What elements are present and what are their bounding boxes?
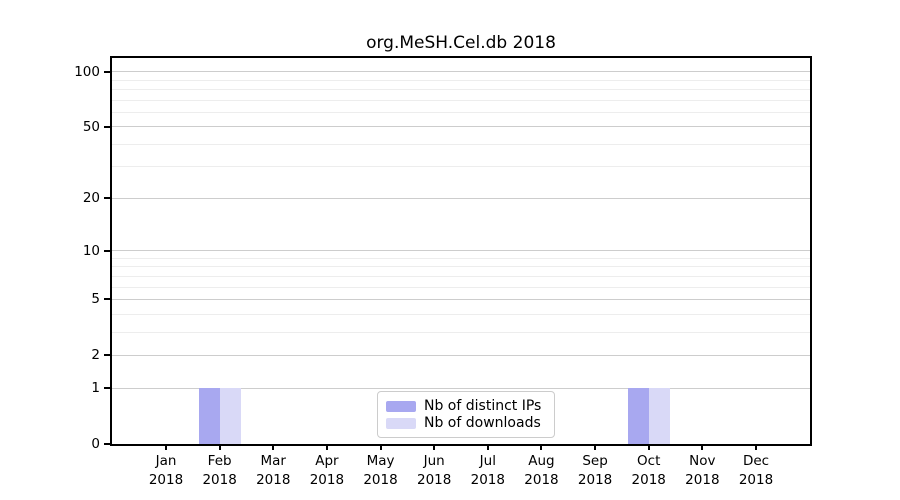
x-tick-month: Jun bbox=[423, 453, 445, 469]
minor-gridline bbox=[112, 331, 810, 333]
bar-distinct-ips bbox=[198, 388, 220, 444]
minor-gridline bbox=[112, 111, 810, 113]
legend-label-downloads: Nb of downloads bbox=[424, 415, 541, 431]
legend-item-distinct-ips: Nb of distinct IPs bbox=[386, 398, 544, 414]
bar-downloads bbox=[648, 388, 670, 444]
x-tick-year: 2018 bbox=[363, 472, 398, 488]
x-tick-month: Apr bbox=[315, 453, 339, 469]
minor-gridline bbox=[112, 313, 810, 315]
x-tick-label: Sep 2018 bbox=[564, 452, 626, 490]
x-tick-label: Oct 2018 bbox=[618, 452, 680, 490]
x-tick-year: 2018 bbox=[631, 472, 666, 488]
y-tick-mark bbox=[104, 387, 110, 390]
major-gridline bbox=[112, 197, 810, 199]
y-tick-mark bbox=[104, 443, 110, 445]
x-tick-label: Apr 2018 bbox=[296, 452, 358, 490]
x-tick-month: Sep bbox=[582, 453, 608, 469]
x-tick-month: Oct bbox=[637, 453, 661, 469]
y-tick-label: 50 bbox=[82, 118, 100, 135]
x-tick-mark bbox=[218, 444, 221, 450]
bar-distinct-ips bbox=[627, 388, 649, 444]
x-tick-year: 2018 bbox=[470, 472, 505, 488]
major-gridline bbox=[112, 298, 810, 300]
y-tick-label: 2 bbox=[91, 347, 100, 364]
major-gridline bbox=[112, 126, 810, 128]
major-gridline bbox=[112, 71, 810, 73]
chart-title: org.MeSH.Cel.db 2018 bbox=[366, 33, 556, 53]
y-tick-mark bbox=[104, 298, 110, 301]
minor-gridline bbox=[112, 99, 810, 101]
minor-gridline bbox=[112, 266, 810, 268]
y-tick-label: 1 bbox=[91, 380, 100, 397]
legend-item-downloads: Nb of downloads bbox=[386, 415, 544, 431]
x-tick-mark bbox=[594, 444, 597, 450]
y-tick-label: 10 bbox=[82, 242, 100, 259]
x-tick-month: Mar bbox=[260, 453, 286, 469]
legend: Nb of distinct IPs Nb of downloads bbox=[377, 391, 555, 438]
legend-swatch-distinct-ips bbox=[386, 400, 416, 412]
y-tick-label: 100 bbox=[74, 63, 100, 80]
minor-gridline bbox=[112, 257, 810, 259]
y-tick-mark bbox=[104, 125, 110, 128]
x-tick-year: 2018 bbox=[148, 472, 184, 488]
x-tick-mark bbox=[325, 444, 328, 450]
x-tick-label: Aug 2018 bbox=[510, 452, 572, 490]
y-tick-label: 20 bbox=[82, 190, 100, 207]
x-tick-year: 2018 bbox=[577, 472, 613, 488]
x-tick-year: 2018 bbox=[416, 472, 452, 488]
x-tick-month: Dec bbox=[742, 453, 770, 469]
y-tick-label: 5 bbox=[91, 291, 100, 308]
x-tick-label: Mar 2018 bbox=[242, 452, 304, 490]
minor-gridline bbox=[112, 143, 810, 145]
x-tick-month: Jan bbox=[155, 453, 177, 469]
legend-label-distinct-ips: Nb of distinct IPs bbox=[424, 398, 542, 414]
x-tick-year: 2018 bbox=[685, 472, 720, 488]
x-tick-mark bbox=[272, 444, 275, 450]
x-tick-mark bbox=[486, 444, 489, 450]
x-tick-year: 2018 bbox=[202, 472, 237, 488]
x-tick-label: May 2018 bbox=[350, 452, 412, 490]
y-tick-mark bbox=[104, 249, 110, 252]
x-tick-year: 2018 bbox=[309, 472, 345, 488]
x-tick-label: Jun 2018 bbox=[403, 452, 465, 490]
y-tick-mark bbox=[104, 70, 110, 73]
x-tick-year: 2018 bbox=[524, 472, 559, 488]
x-tick-mark bbox=[433, 444, 436, 450]
x-tick-mark bbox=[540, 444, 543, 450]
minor-gridline bbox=[112, 89, 810, 90]
major-gridline bbox=[112, 354, 810, 356]
bar-downloads bbox=[219, 388, 241, 444]
x-tick-label: Feb 2018 bbox=[189, 452, 251, 490]
minor-gridline bbox=[112, 79, 810, 81]
x-tick-label: Dec 2018 bbox=[725, 452, 787, 490]
x-tick-label: Jul 2018 bbox=[457, 452, 519, 490]
x-tick-month: Feb bbox=[207, 453, 232, 469]
x-tick-mark bbox=[379, 444, 382, 450]
x-tick-label: Jan 2018 bbox=[135, 452, 197, 490]
minor-gridline bbox=[112, 286, 810, 288]
y-tick-label: 0 bbox=[91, 436, 100, 452]
y-tick-mark bbox=[104, 197, 110, 200]
minor-gridline bbox=[112, 166, 810, 168]
major-gridline bbox=[112, 387, 810, 389]
x-tick-mark bbox=[755, 444, 757, 450]
x-tick-label: Nov 2018 bbox=[671, 452, 733, 490]
x-tick-mark bbox=[701, 444, 704, 450]
x-tick-mark bbox=[165, 444, 167, 450]
x-tick-month: Aug bbox=[528, 453, 555, 469]
x-tick-month: Nov bbox=[689, 453, 716, 469]
x-tick-mark bbox=[647, 444, 650, 450]
major-gridline bbox=[112, 250, 810, 252]
legend-swatch-downloads bbox=[386, 417, 416, 429]
x-tick-year: 2018 bbox=[738, 472, 774, 488]
minor-gridline bbox=[112, 275, 810, 277]
x-tick-month: May bbox=[366, 453, 395, 469]
x-tick-year: 2018 bbox=[256, 472, 291, 488]
x-tick-month: Jul bbox=[479, 453, 496, 469]
y-tick-mark bbox=[104, 354, 110, 357]
